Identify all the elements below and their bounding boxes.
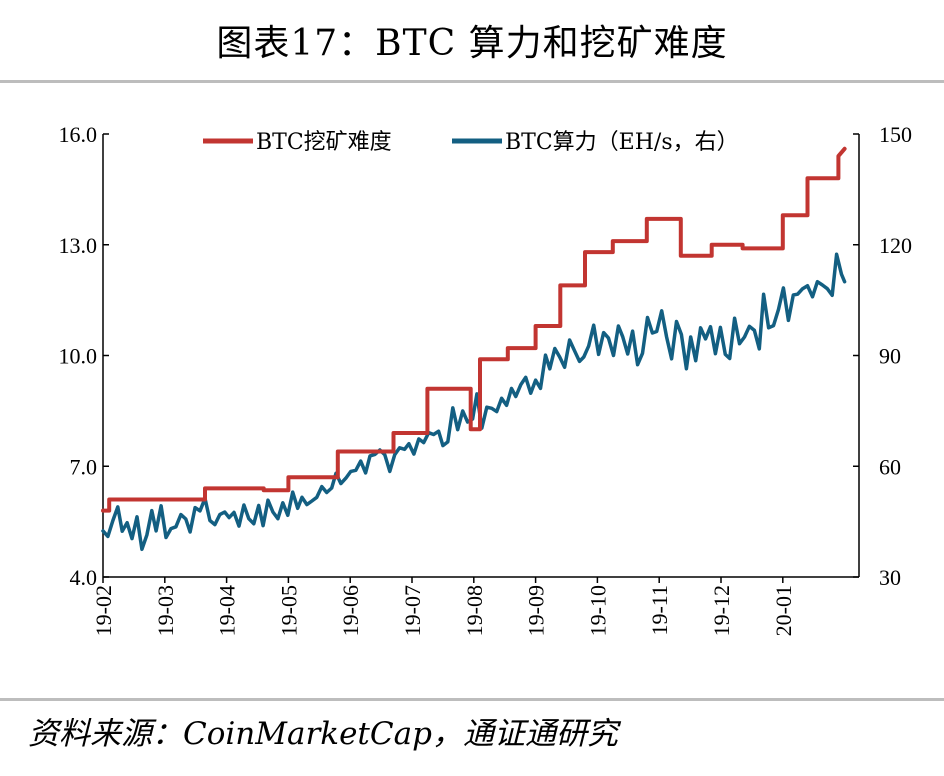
axes: 4.0 7.0 10.0 13.0 16.0 30 60 90 120 150 19-02 19-03… bbox=[59, 122, 913, 636]
y-left-tick-label: 10.0 bbox=[59, 344, 98, 369]
x-tick-label: 20-01 bbox=[771, 585, 796, 636]
hashrate-series-line bbox=[101, 252, 847, 552]
x-tick-label: 19-09 bbox=[524, 585, 549, 636]
x-tick-label: 19-04 bbox=[215, 585, 240, 636]
y-left-tick-label: 4.0 bbox=[70, 565, 98, 590]
bottom-divider bbox=[0, 698, 944, 701]
legend-hashrate-label: BTC算力（EH/s，右） bbox=[505, 130, 739, 155]
x-tick-label: 19-06 bbox=[338, 585, 363, 636]
y-right-tick-label: 30 bbox=[879, 565, 901, 590]
legend: BTC挖矿难度 BTC算力（EH/s，右） bbox=[203, 130, 739, 155]
y-left-tick-label: 13.0 bbox=[59, 233, 98, 258]
x-tick-label: 19-03 bbox=[153, 585, 178, 636]
y-right-tick-label: 120 bbox=[879, 233, 912, 258]
y-right-tick-label: 150 bbox=[879, 122, 912, 147]
series-layer bbox=[101, 146, 847, 552]
x-tick-label: 19-05 bbox=[276, 585, 301, 636]
chart: 4.0 7.0 10.0 13.0 16.0 30 60 90 120 150 19-02 19-03… bbox=[59, 122, 913, 636]
difficulty-series-line bbox=[101, 146, 847, 513]
x-tick-label: 19-07 bbox=[400, 585, 425, 636]
x-tick-label: 19-02 bbox=[91, 585, 116, 636]
x-tick-label: 19-11 bbox=[647, 585, 672, 636]
x-tick-label: 19-12 bbox=[709, 585, 734, 636]
top-divider bbox=[0, 80, 944, 83]
legend-difficulty-label: BTC挖矿难度 bbox=[256, 130, 392, 155]
chart-title: 图表17：BTC 算力和挖矿难度 bbox=[216, 23, 728, 64]
y-right-tick-label: 60 bbox=[879, 454, 901, 479]
x-tick-label: 19-08 bbox=[462, 585, 487, 636]
y-left-tick-label: 7.0 bbox=[70, 454, 98, 479]
y-left-tick-label: 16.0 bbox=[59, 122, 98, 147]
source-note: 资料来源：CoinMarketCap，通证通研究 bbox=[28, 716, 618, 752]
y-right-tick-label: 90 bbox=[879, 344, 901, 369]
x-tick-label: 19-10 bbox=[585, 585, 610, 636]
